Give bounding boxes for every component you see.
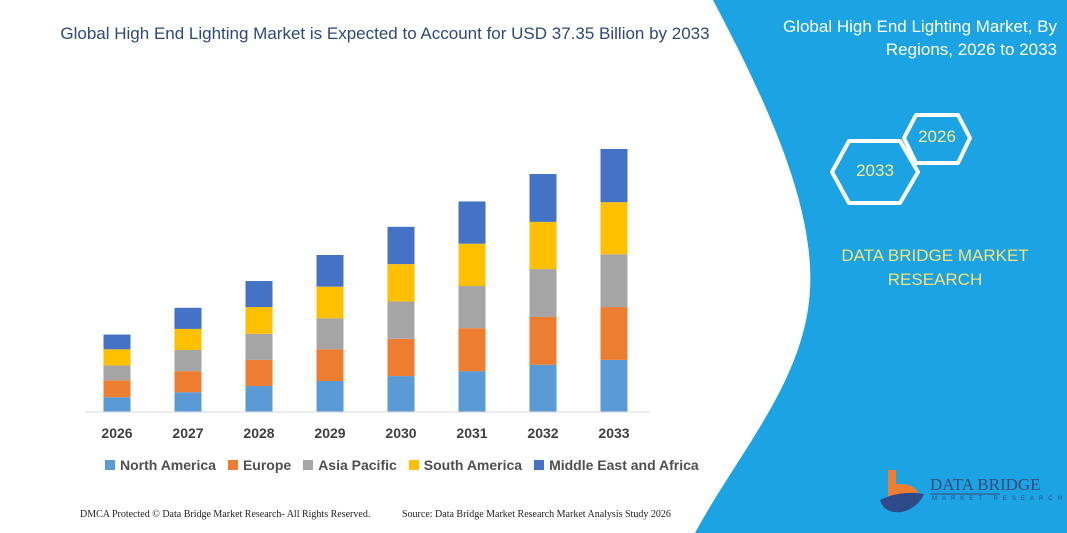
bar-segment-2026-4 (103, 334, 131, 350)
footer-source: Source: Data Bridge Market Research Mark… (402, 509, 671, 520)
bar-segment-2032-0 (529, 364, 557, 412)
bar-segment-2032-4 (529, 173, 557, 222)
bar-segment-2031-2 (458, 285, 486, 329)
side-panel (695, 0, 1067, 533)
bar-segment-2026-1 (103, 380, 131, 398)
bar-segment-2027-3 (174, 328, 202, 351)
legend: North America Europe Asia Pacific South Ame… (105, 457, 699, 473)
bar-segment-2026-0 (103, 397, 131, 412)
x-tick-label: 2027 (172, 425, 204, 441)
bar-segment-2030-3 (387, 264, 415, 302)
hexagon-2033 (830, 139, 920, 205)
bar-segment-2033-4 (600, 149, 628, 203)
legend-label: South America (423, 457, 523, 473)
bar-segment-2028-1 (245, 359, 273, 386)
bar-segment-2030-1 (387, 338, 415, 377)
legend-label: Europe (242, 457, 292, 473)
legend-swatch (105, 460, 115, 470)
bar-segment-2027-0 (174, 392, 202, 412)
legend-label: Asia Pacific (318, 457, 397, 473)
bar-segment-2029-1 (316, 349, 344, 382)
bar-segment-2031-4 (458, 201, 486, 244)
legend-swatch (408, 460, 419, 470)
hex-end-label: 2033 (856, 161, 894, 180)
footer-copyright: DMCA Protected © Data Bridge Market Rese… (80, 509, 371, 520)
bar-segment-2029-4 (316, 254, 344, 287)
legend-swatch (227, 460, 238, 470)
hex-start-label: 2026 (918, 127, 956, 146)
x-tick-label: 2031 (456, 425, 488, 441)
bar-segment-2030-4 (387, 226, 415, 265)
bar-segment-2029-3 (316, 286, 344, 319)
bar-segment-2030-2 (387, 301, 415, 339)
x-tick-label: 2033 (598, 425, 630, 441)
legend-label: North America (120, 457, 216, 473)
bar-segment-2028-2 (245, 333, 273, 360)
brand-text: DATA BRIDGE MARKET RESEARCH (841, 246, 1029, 289)
bar-segment-2033-1 (600, 307, 628, 360)
legend-label: Middle East and Africa (549, 457, 699, 473)
bar-segment-2026-3 (103, 349, 131, 366)
legend-swatch (303, 460, 314, 470)
bar-segment-2028-3 (245, 307, 273, 334)
bar-segment-2031-1 (458, 328, 486, 372)
legend-item: Asia Pacific (303, 457, 397, 473)
legend-item: North America (105, 457, 216, 473)
bar-segment-2028-4 (245, 281, 273, 308)
bar-segment-2027-4 (174, 307, 202, 329)
bar-segment-2031-3 (458, 243, 486, 286)
bar-segment-2032-2 (529, 269, 557, 317)
x-tick-label: 2028 (243, 425, 275, 441)
x-tick-label: 2030 (385, 425, 417, 441)
legend-item: South America (408, 457, 523, 473)
legend-item: Middle East and Africa (534, 457, 699, 473)
logo-text: DATA BRIDGE (930, 475, 1041, 494)
x-tick-label: 2029 (314, 425, 346, 441)
hexagon-2026 (902, 113, 972, 165)
bar-segment-2029-2 (316, 318, 344, 350)
bar-segment-2030-0 (387, 376, 415, 412)
legend-item: Europe (227, 457, 292, 473)
bar-segment-2032-1 (529, 316, 557, 365)
x-tick-label: 2026 (101, 425, 133, 441)
bar-segment-2033-3 (600, 202, 628, 255)
bar-segment-2033-0 (600, 359, 628, 412)
x-tick-label: 2032 (527, 425, 559, 441)
bar-segment-2027-1 (174, 371, 202, 393)
chart-title: Global High End Lighting Market is Expec… (60, 24, 710, 43)
bar-segment-2028-0 (245, 385, 273, 412)
bar-segment-2032-3 (529, 221, 557, 270)
side-panel-title: Global High End Lighting Market, By Regi… (782, 17, 1057, 59)
bar-segment-2026-2 (103, 365, 131, 381)
bar-segment-2027-2 (174, 350, 202, 372)
bar-segment-2031-0 (458, 371, 486, 412)
bar-segment-2029-0 (316, 381, 344, 412)
logo-subtext: MARKET RESEARCH (932, 496, 1067, 502)
logo-mark-icon (880, 470, 924, 513)
bars (103, 149, 628, 412)
legend-swatch (534, 460, 545, 470)
bar-segment-2033-2 (600, 254, 628, 308)
